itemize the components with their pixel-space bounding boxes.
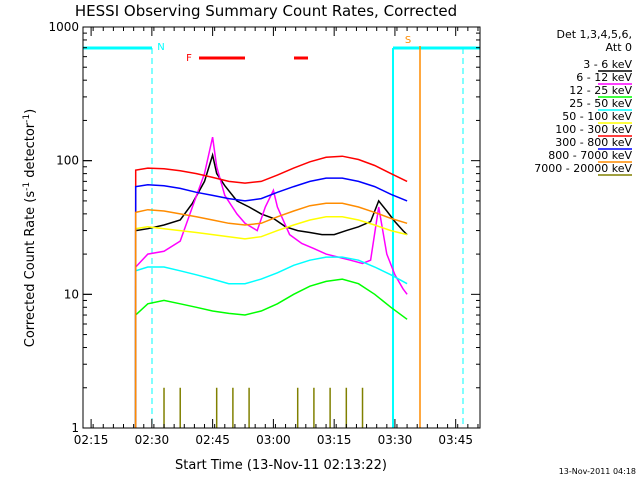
x-tick-label: 03:45 xyxy=(438,433,473,447)
legend-entry: 300 - 800 keV xyxy=(555,136,632,149)
y-label-sup2: -1 xyxy=(22,114,32,123)
y-tick-label: 1 xyxy=(71,421,79,435)
chart-title: HESSI Observing Summary Count Rates, Cor… xyxy=(75,2,457,20)
legend-entry: 50 - 100 keV xyxy=(562,110,632,123)
y-tick-label: 10 xyxy=(64,287,79,301)
series-line xyxy=(134,216,408,429)
series-7000-20000-kev xyxy=(163,387,364,428)
x-tick-label: 02:45 xyxy=(195,433,230,447)
y-axis-label: Corrected Count Rate (s-1 detector-1) xyxy=(22,109,38,347)
series-line xyxy=(134,256,408,429)
annotation-f: F xyxy=(186,53,192,64)
annotation-s: S xyxy=(405,35,411,46)
y-tick-label: 1000 xyxy=(48,20,79,34)
legend-entry: 3 - 6 keV xyxy=(583,58,632,71)
y-label-part2: detector xyxy=(23,122,38,182)
y-label-sup1: -1 xyxy=(22,182,32,191)
x-tick-label: 02:30 xyxy=(135,433,170,447)
y-label-part3: ) xyxy=(23,109,38,114)
x-tick-label: 03:30 xyxy=(378,433,413,447)
series-line xyxy=(134,202,408,429)
legend-entry: 6 - 12 keV xyxy=(576,71,632,84)
legend-entry: 800 - 7000 keV xyxy=(548,149,632,162)
legend-header: Det 1,3,4,5,6, xyxy=(556,28,632,41)
annotation-n: N xyxy=(157,42,164,53)
series-line xyxy=(134,155,408,429)
x-tick-label: 03:00 xyxy=(256,433,291,447)
legend-header: Att 0 xyxy=(606,41,632,54)
x-tick-label: 03:15 xyxy=(317,433,352,447)
series-line xyxy=(134,136,408,429)
series-line xyxy=(134,278,408,429)
series-line xyxy=(134,177,408,429)
legend-entry: 7000 - 20000 keV xyxy=(534,162,632,175)
x-tick-label: 02:15 xyxy=(74,433,109,447)
y-tick-label: 100 xyxy=(56,154,79,168)
x-axis-label: Start Time (13-Nov-11 02:13:22) xyxy=(175,458,387,473)
legend-entry: 25 - 50 keV xyxy=(569,97,632,110)
legend-entry: 12 - 25 keV xyxy=(569,84,632,97)
legend-entry: 100 - 300 keV xyxy=(555,123,632,136)
y-label-part1: Corrected Count Rate (s xyxy=(23,191,38,348)
plot-frame xyxy=(82,26,481,429)
timestamp: 13-Nov-2011 04:18 xyxy=(559,467,636,476)
